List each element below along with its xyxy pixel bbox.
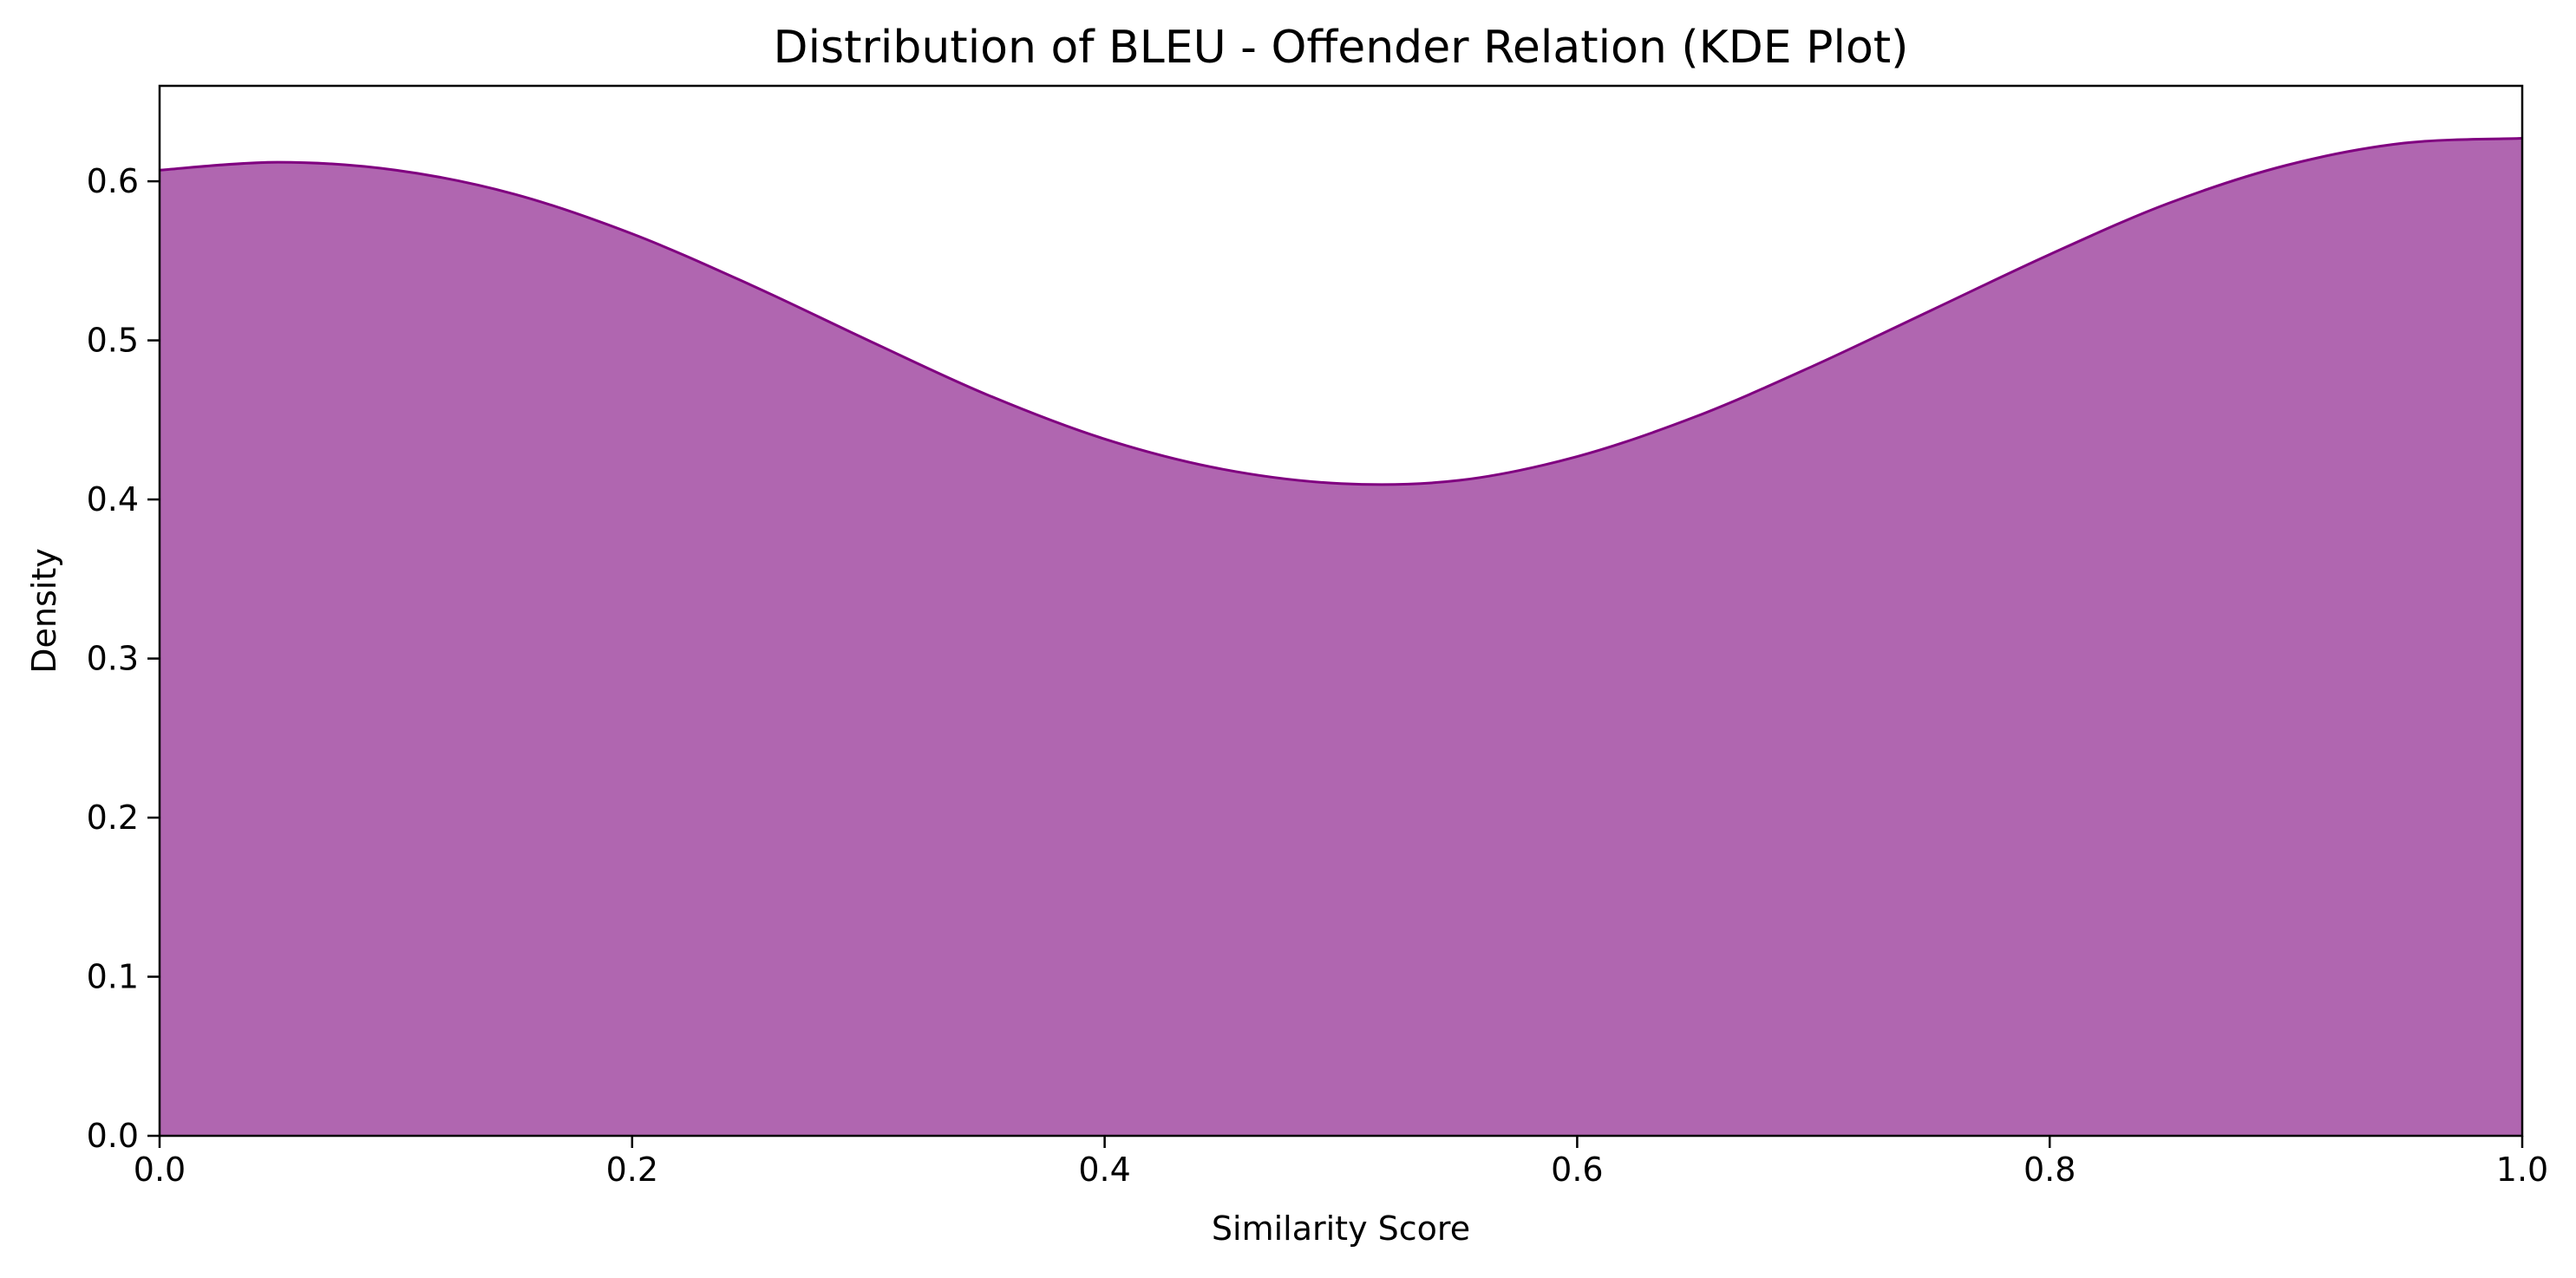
x-tick-label: 0.0 [134, 1151, 186, 1189]
x-tick-label: 0.6 [1551, 1151, 1603, 1189]
y-tick-label: 0.0 [87, 1117, 139, 1155]
y-axis-ticks: 0.0 0.1 0.2 0.3 0.4 0.5 0.6 [87, 162, 160, 1155]
x-tick-label: 1.0 [2496, 1151, 2548, 1189]
chart-title: Distribution of BLEU - Offender Relation… [774, 22, 1909, 74]
plot-frame [158, 84, 2524, 1138]
x-axis-label: Similarity Score [1212, 1210, 1470, 1248]
x-tick-label: 0.4 [1078, 1151, 1130, 1189]
x-tick-label: 0.2 [606, 1151, 658, 1189]
y-tick-label: 0.3 [87, 640, 139, 678]
x-tick-label: 0.8 [2024, 1151, 2076, 1189]
y-tick-label: 0.6 [87, 162, 139, 200]
y-tick-label: 0.1 [87, 958, 139, 996]
kde-line [159, 137, 2523, 486]
y-tick-label: 0.5 [87, 322, 139, 360]
y-axis-label: Density [25, 548, 63, 673]
plot-area [159, 137, 2523, 1136]
x-axis-ticks: 0.0 0.2 0.4 0.6 0.8 1.0 [134, 1136, 2548, 1189]
y-tick-label: 0.4 [87, 480, 139, 518]
y-tick-label: 0.2 [87, 799, 139, 837]
kde-area-fill [160, 138, 2522, 1136]
